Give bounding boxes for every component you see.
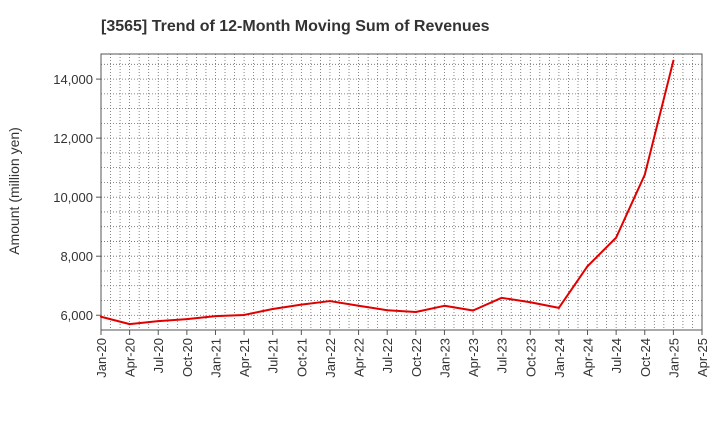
x-tick-label: Oct-23	[523, 338, 538, 377]
data-point	[157, 320, 160, 323]
x-tick-label: Apr-23	[466, 338, 481, 377]
x-tick-label: Jan-25	[666, 338, 681, 378]
y-tick-label: 14,000	[53, 72, 93, 87]
x-tick-label: Jan-22	[323, 338, 338, 378]
x-tick-label: Apr-24	[581, 338, 596, 377]
x-tick-label: Oct-21	[294, 338, 309, 377]
data-point	[672, 59, 675, 62]
x-tick-label: Jan-23	[437, 338, 452, 378]
y-tick-label: 10,000	[53, 190, 93, 205]
data-point	[328, 300, 331, 303]
data-point	[386, 309, 389, 312]
y-axis: 6,000 8,000 10,000 12,000 14,000	[53, 72, 101, 323]
x-tick-label: Jan-24	[552, 338, 567, 378]
data-point	[500, 296, 503, 299]
data-point	[615, 236, 618, 239]
x-tick-label: Apr-21	[237, 338, 252, 377]
series-group	[100, 59, 675, 326]
data-point	[643, 173, 646, 176]
x-tick-label: Jul-22	[380, 338, 395, 373]
data-point	[529, 301, 532, 304]
data-point	[185, 318, 188, 321]
data-point	[414, 310, 417, 313]
x-tick-label: Jan-21	[208, 338, 223, 378]
data-point	[271, 308, 274, 311]
x-tick-label: Oct-20	[180, 338, 195, 377]
y-axis-label: Amount (million yen)	[6, 127, 22, 255]
y-tick-label: 6,000	[60, 308, 93, 323]
y-tick-label: 12,000	[53, 131, 93, 146]
data-point	[100, 315, 102, 318]
x-tick-label: Apr-20	[123, 338, 138, 377]
x-tick-label: Jan-20	[94, 338, 109, 378]
grid	[101, 54, 702, 330]
data-point	[214, 315, 217, 318]
x-tick-label: Apr-25	[695, 338, 710, 377]
data-point	[243, 313, 246, 316]
data-point	[472, 309, 475, 312]
data-point	[300, 303, 303, 306]
data-point	[357, 304, 360, 307]
x-tick-label: Oct-24	[638, 338, 653, 377]
x-tick-label: Jul-21	[266, 338, 281, 373]
x-tick-label: Apr-22	[352, 338, 367, 377]
y-tick-label: 8,000	[60, 249, 93, 264]
x-axis: Jan-20 Apr-20 Jul-20 Oct-20 Jan-21 Apr-21 Jul-…	[94, 330, 710, 378]
x-tick-label: Jul-24	[609, 338, 624, 373]
data-point	[557, 306, 560, 309]
data-point	[586, 265, 589, 268]
x-tick-label: Jul-23	[495, 338, 510, 373]
chart-title: [3565] Trend of 12-Month Moving Sum of R…	[101, 18, 490, 35]
plot-area	[100, 53, 703, 331]
data-point	[443, 304, 446, 307]
data-point	[128, 323, 131, 326]
x-tick-label: Jul-20	[151, 338, 166, 373]
x-tick-label: Oct-22	[409, 338, 424, 377]
